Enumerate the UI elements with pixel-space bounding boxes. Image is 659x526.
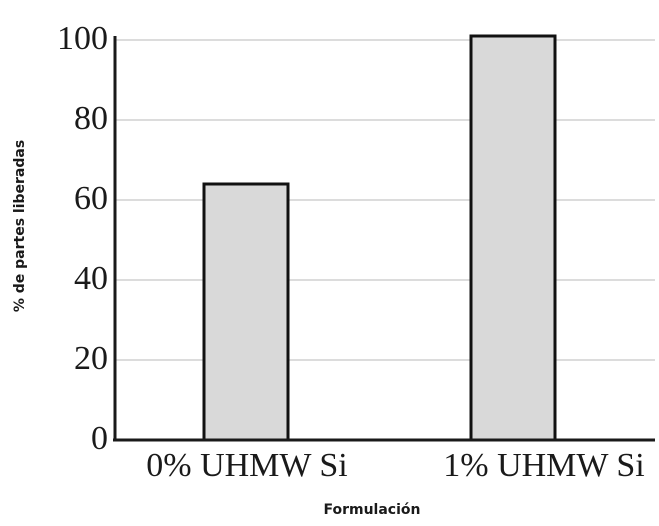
bar-2 bbox=[469, 34, 557, 442]
x-category-label: 1% UHMW Si bbox=[443, 447, 645, 484]
x-category-label: 0% UHMW Si bbox=[146, 447, 348, 484]
y-tick-label: 20 bbox=[74, 340, 108, 377]
y-tick-label: 80 bbox=[74, 100, 108, 137]
y-tick-label: 40 bbox=[74, 260, 108, 297]
axes bbox=[113, 36, 655, 442]
y-tick-label: 60 bbox=[74, 180, 108, 217]
y-axis-title: % de partes liberadas bbox=[12, 140, 28, 312]
x-axis-title: Formulación bbox=[323, 502, 420, 518]
y-tick-label: 100 bbox=[57, 20, 108, 57]
y-tick-labels: 0 20 40 60 80 100 bbox=[57, 20, 108, 457]
y-tick-label: 0 bbox=[91, 420, 108, 457]
bar-1 bbox=[202, 182, 290, 442]
bars bbox=[202, 34, 557, 442]
gridlines bbox=[115, 39, 655, 361]
x-tick-labels: 0% UHMW Si 1% UHMW Si bbox=[146, 447, 645, 484]
